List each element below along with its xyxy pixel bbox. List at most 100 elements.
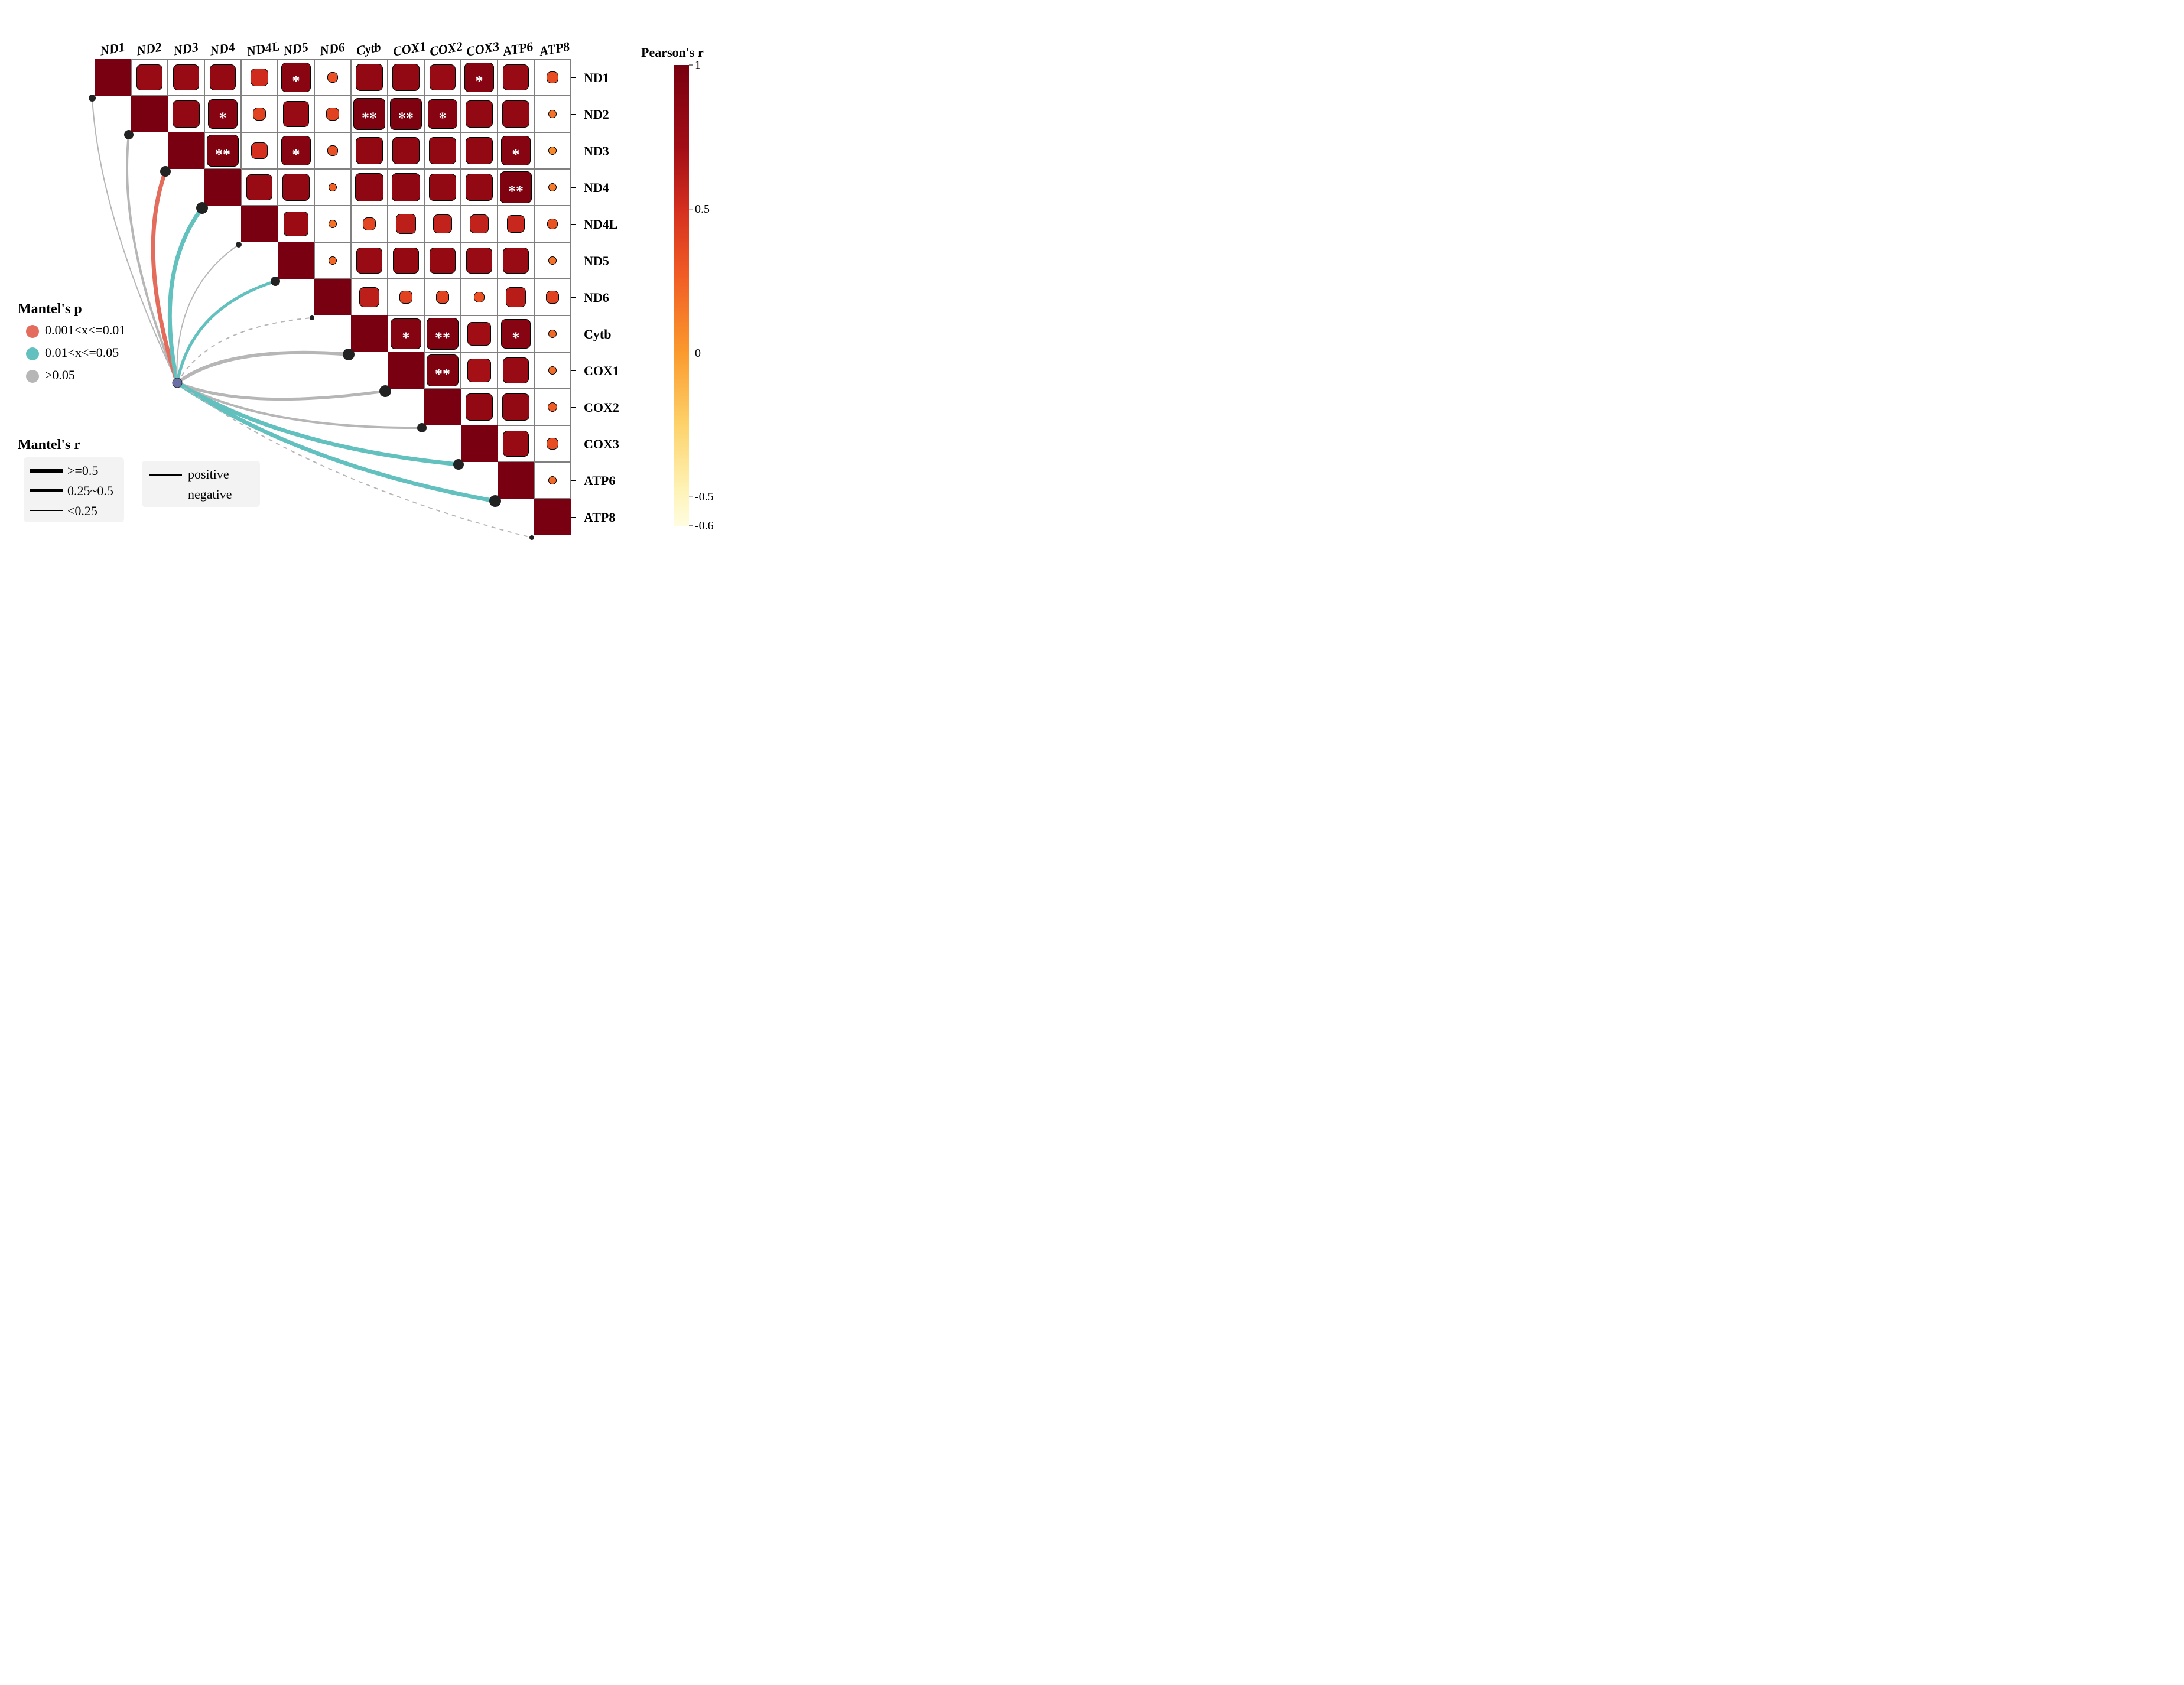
legend-sign-label: negative [188,487,232,502]
column-label-ATP6: ATP6 [502,39,534,60]
corr-cell [547,71,558,83]
corr-cell [327,145,338,156]
sig-marker: * [388,330,424,346]
column-label-ATP8: ATP8 [538,39,571,60]
legend-mantel-r-title: Mantel's r [18,437,80,453]
colorbar-tick-label: -0.5 [695,490,714,504]
corr-cell [326,108,339,121]
colorbar [674,65,689,526]
legend-p-swatch [26,325,39,338]
sig-marker: ** [204,147,241,162]
diag-cell [351,315,388,352]
legend-sign-line [149,474,182,476]
sig-marker: * [278,147,314,162]
row-tick [571,407,576,408]
row-label-COX2: COX2 [584,400,619,415]
legend-p-label: >0.05 [45,367,75,383]
corr-cell [136,64,162,90]
corr-cell [392,137,420,164]
row-label-Cytb: Cytb [584,327,611,342]
corr-cell [548,110,557,118]
mantel-central-node [173,378,182,388]
mantel-edge-ND2 [127,135,177,383]
corr-cell [466,248,492,274]
column-label-ND1: ND1 [99,39,126,58]
mantel-edge-COX3 [177,383,459,464]
mantel-endpoint-ATP8 [529,535,534,540]
legend-mantel-p-title: Mantel's p [18,301,82,317]
mantel-edge-ND4L [177,245,239,383]
corr-cell [506,287,526,308]
row-label-ND1: ND1 [584,70,609,86]
legend-r-line [30,489,63,492]
corr-cell [466,393,493,421]
corr-cell [502,393,529,421]
corr-cell [548,183,557,191]
corr-cell [466,100,493,128]
mantel-edge-Cytb [177,353,349,383]
corr-cell [399,291,412,304]
sig-marker: ** [388,110,424,126]
mantel-edge-COX2 [177,383,422,428]
mantel-edge-ND6 [177,318,312,383]
corr-cell [548,366,557,375]
corr-cell [466,174,493,201]
corr-cell [363,217,375,230]
diag-cell [314,279,351,315]
legend-p-label: 0.01<x<=0.05 [45,345,119,360]
corr-cell [329,256,337,265]
column-label-ND2: ND2 [135,39,163,58]
corr-cell [467,322,491,346]
corr-cell [359,287,379,307]
colorbar-title: Pearson's r [641,45,704,60]
column-label-Cytb: Cytb [355,40,382,59]
corr-cell [503,64,529,90]
sig-marker: ** [424,330,461,346]
column-label-COX2: COX2 [428,38,464,59]
corr-cell [210,64,236,91]
sig-marker: * [424,110,461,126]
colorbar-tick-label: 1 [695,58,701,72]
legend-p-label: 0.001<x<=0.01 [45,323,125,338]
diag-cell [534,499,571,535]
column-label-ND4: ND4 [209,39,236,58]
corr-cell [548,256,557,265]
corr-cell [329,183,337,191]
corr-cell [548,402,557,412]
row-tick [571,480,576,481]
column-label-COX3: COX3 [465,38,500,59]
sig-marker: * [461,74,498,89]
colorbar-tick-label: 0 [695,347,701,360]
corr-cell [502,100,529,128]
corr-cell [251,142,268,159]
sig-marker: * [204,110,241,126]
sig-marker: * [498,147,534,162]
corr-cell [507,215,525,233]
mantel-endpoint-ND4L [236,242,242,248]
row-tick [571,224,576,225]
diag-cell [95,59,131,96]
legend-sign-label: positive [188,467,229,482]
legend-p-swatch [26,370,39,383]
corr-cell [466,137,493,164]
sig-marker: ** [498,184,534,199]
corr-cell [433,214,452,233]
sig-marker: * [278,74,314,89]
diag-cell [388,352,424,389]
row-tick [571,187,576,188]
corr-cell [396,214,416,234]
legend-p-swatch [26,347,39,360]
diag-cell [424,389,461,425]
corr-cell [284,212,308,236]
column-label-ND4L: ND4L [245,38,281,59]
corr-cell [283,101,309,127]
corr-cell [282,174,310,201]
corr-cell [393,248,420,274]
corr-cell [436,291,449,304]
corr-cell [430,248,456,274]
row-label-ND4: ND4 [584,180,609,196]
corr-cell [474,292,485,302]
corr-cell [173,100,200,128]
corr-cell [547,219,558,229]
diag-cell [461,425,498,462]
